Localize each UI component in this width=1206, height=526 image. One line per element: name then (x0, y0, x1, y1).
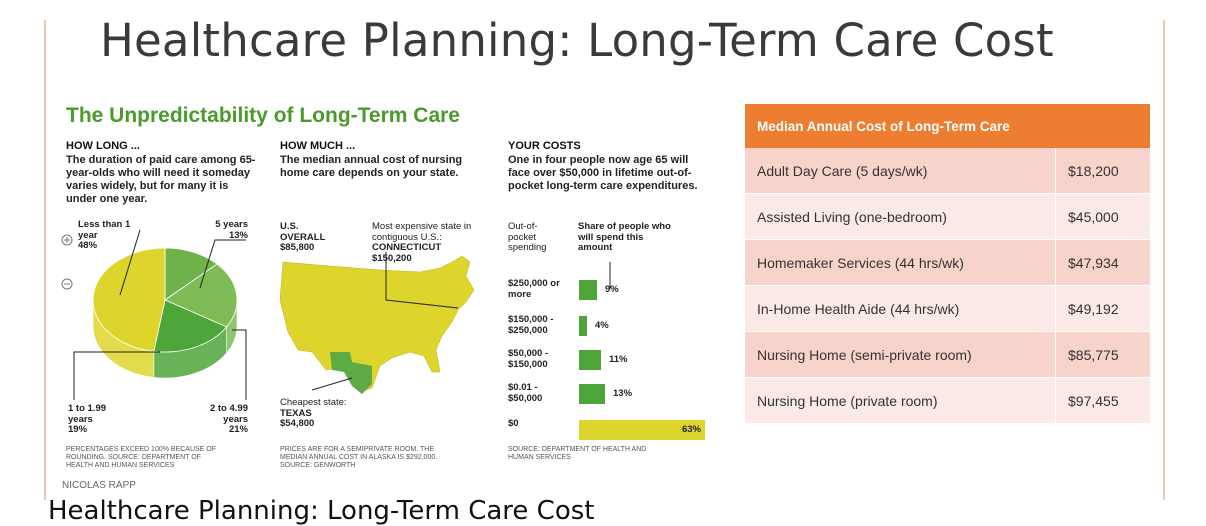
map-label-value: $54,800 (280, 418, 315, 429)
bar (579, 420, 705, 440)
zoom-controls[interactable] (50, 222, 86, 310)
leader-line (232, 329, 247, 400)
table-row: Assisted Living (one-bedroom) $45,000 (745, 193, 1150, 240)
footnote: Percentages exceed 100% because of round… (66, 446, 217, 469)
bar (579, 384, 605, 404)
infographic-title: The Unpredictability of Long-Term Care (66, 104, 460, 127)
map-label-caption: Most expensive state in contiguous U.S.: (372, 221, 472, 243)
bar-category: $0 (508, 418, 519, 429)
pie-category: 2 to 4.99 years (209, 403, 248, 425)
slide-title: Healthcare Planning: Long-Term Care Cost (100, 14, 1054, 67)
pie-label: 1 to 1.99 years 19% (68, 403, 113, 436)
map-label: U.S. OVERALL $85,800 (280, 221, 340, 254)
map-label-caption: Cheapest state: (280, 397, 347, 408)
footnote: Source: Department of Health and Human S… (508, 446, 647, 461)
service-name: Homemaker Services (44 hrs/wk) (745, 239, 1056, 286)
section-text: The median annual cost of nursing home c… (280, 154, 463, 179)
column-header: Out-of-pocket spending (508, 221, 547, 253)
table-row: In-Home Health Aide (44 hrs/wk) $49,192 (745, 285, 1150, 332)
pie-label: 2 to 4.99 years 21% (200, 403, 248, 436)
pie-label: 5 years 13% (200, 219, 248, 241)
bar-value: 9% (605, 284, 619, 295)
bar-category: $150,000 - $250,000 (508, 314, 554, 336)
zoom-out[interactable] (61, 278, 73, 290)
slide-screenshot: {"slide_title": "Healthcare Planning: Lo… (44, 14, 1165, 526)
leader-line (119, 229, 141, 296)
section-heading: YOUR COSTS (508, 140, 581, 152)
pie-category: 5 years (215, 219, 248, 230)
service-name: Adult Day Care (5 days/wk) (745, 148, 1056, 194)
bar (579, 280, 597, 300)
pie-slice (164, 247, 218, 301)
slide-edge (44, 20, 46, 500)
table-row: Homemaker Services (44 hrs/wk) $47,934 (745, 239, 1150, 286)
map-label-state: TEXAS (280, 407, 312, 419)
cost-table: Median Annual Cost of Long-Term Care Adu… (745, 104, 1150, 424)
leader-line (311, 377, 353, 391)
us-map (279, 255, 475, 393)
leader-line (385, 252, 459, 309)
bar-category: $0.01 - $50,000 (508, 382, 543, 404)
annual-cost: $49,192 (1055, 285, 1150, 332)
table-header: Median Annual Cost of Long-Term Care (745, 104, 1150, 148)
pie-category: Less than 1 year (78, 219, 131, 241)
texas (330, 352, 372, 394)
infographic-graphics (50, 222, 705, 440)
pie-slice (164, 263, 238, 328)
section-text: The duration of paid care among 65-year-… (66, 154, 256, 205)
pie-slice (92, 247, 166, 352)
leader-line (199, 239, 246, 289)
map-label-value: $85,800 (280, 242, 315, 253)
map-label: Most expensive state in contiguous U.S.:… (372, 221, 482, 264)
zoom-in[interactable] (61, 234, 73, 246)
map-label-state: CONNECTICUT (372, 242, 442, 253)
table-row: Nursing Home (semi-private room) $85,775 (745, 331, 1150, 378)
service-name: Nursing Home (private room) (745, 377, 1056, 424)
column-header: Share of people who will spend this amou… (578, 221, 671, 253)
bar-value: 63% (681, 424, 701, 435)
table-row: Nursing Home (private room) $97,455 (745, 377, 1150, 424)
map-label-value: $150,200 (372, 252, 412, 264)
credit: NICOLAS RAPP (62, 480, 136, 491)
annual-cost: $18,200 (1055, 148, 1150, 194)
pie-label: Less than 1 year 48% (78, 219, 138, 252)
annual-cost: $85,775 (1055, 331, 1150, 378)
annual-cost: $45,000 (1055, 193, 1150, 240)
service-name: Nursing Home (semi-private room) (745, 331, 1056, 378)
bar-category: $50,000 - $150,000 (508, 348, 549, 370)
pie-category: 1 to 1.99 years (68, 403, 107, 425)
section-heading: HOW MUCH ... (280, 140, 356, 152)
table-row: Adult Day Care (5 days/wk) $18,200 (745, 148, 1150, 194)
leader-line (73, 351, 160, 400)
zoom-panel (50, 222, 86, 310)
map-label: Cheapest state: TEXAS $54,800 (280, 397, 380, 430)
pie-value: 21% (228, 424, 248, 435)
bar (579, 316, 587, 336)
bar-category: $250,000 or more (508, 278, 560, 300)
bar-value: 11% (609, 354, 628, 365)
slide-edge (1163, 20, 1165, 500)
pie-value: 13% (228, 229, 248, 241)
section-text: One in four people now age 65 will face … (508, 154, 698, 192)
annual-cost: $97,455 (1055, 377, 1150, 424)
pie-value: 48% (78, 240, 98, 251)
map-label-caption: U.S. OVERALL (280, 221, 326, 243)
caption: Healthcare Planning: Long-Term Care Cost (48, 496, 595, 526)
footnote: Prices are for a semiprivate room. The m… (280, 446, 438, 469)
bar (579, 350, 601, 370)
bar-value: 13% (613, 388, 633, 399)
service-name: Assisted Living (one-bedroom) (745, 193, 1056, 240)
section-heading: HOW LONG ... (66, 140, 140, 152)
bar-value: 4% (595, 320, 609, 331)
service-name: In-Home Health Aide (44 hrs/wk) (745, 285, 1056, 332)
annual-cost: $47,934 (1055, 239, 1150, 286)
pie-value: 19% (68, 424, 88, 435)
